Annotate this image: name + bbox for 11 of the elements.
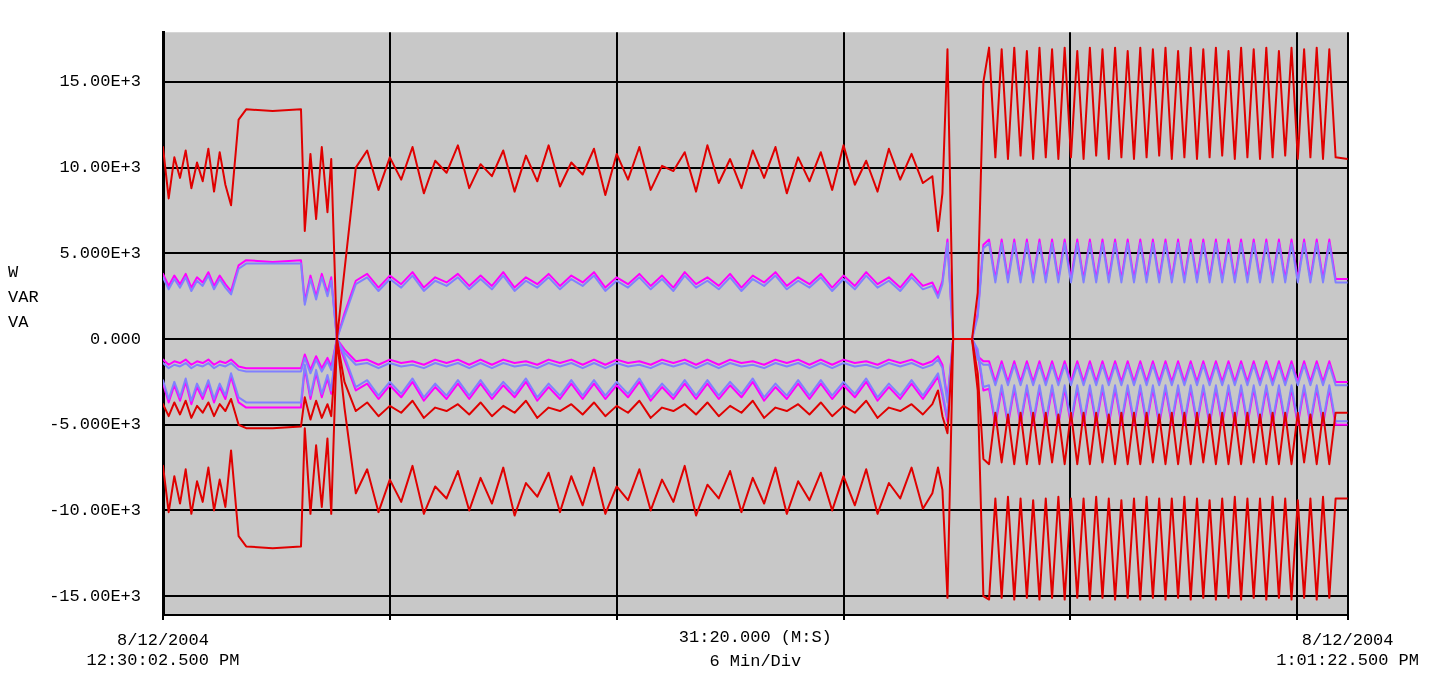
y-tick-label: -15.00E+3 xyxy=(49,586,141,606)
x-axis-title: 31:20.000 (M:S) 6 Min/Div xyxy=(678,627,832,671)
y-tick-label: -5.000E+3 xyxy=(49,415,141,435)
y-tick-label: 15.00E+3 xyxy=(59,72,141,92)
x-tick-label: 8/12/2004 12:30:02.500 PM xyxy=(86,630,240,671)
x-tick-label: 8/12/2004 1:01:22.500 PM xyxy=(1276,630,1419,671)
y-tick-label: 5.000E+3 xyxy=(59,243,141,263)
y-tick-label: 10.00E+3 xyxy=(59,158,141,178)
y-tick-label: -10.00E+3 xyxy=(49,500,141,520)
y-axis-title: W VAR VA xyxy=(8,263,39,333)
y-tick-label: 0.000 xyxy=(89,329,141,349)
